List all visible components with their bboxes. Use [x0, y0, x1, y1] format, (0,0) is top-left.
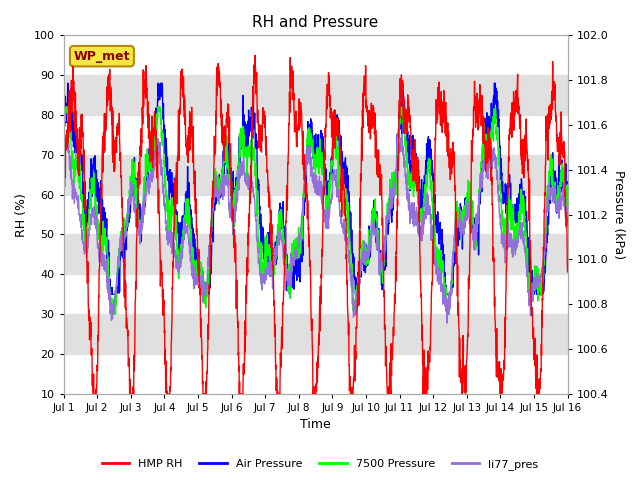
X-axis label: Time: Time — [300, 419, 331, 432]
Legend: HMP RH, Air Pressure, 7500 Pressure, li77_pres: HMP RH, Air Pressure, 7500 Pressure, li7… — [97, 455, 543, 474]
Text: WP_met: WP_met — [74, 49, 130, 63]
Bar — [63, 314, 568, 354]
Bar — [63, 75, 568, 115]
Y-axis label: Pressure (kPa): Pressure (kPa) — [612, 170, 625, 259]
Bar — [63, 235, 568, 275]
Y-axis label: RH (%): RH (%) — [15, 192, 28, 237]
Title: RH and Pressure: RH and Pressure — [252, 15, 379, 30]
Bar — [63, 155, 568, 195]
